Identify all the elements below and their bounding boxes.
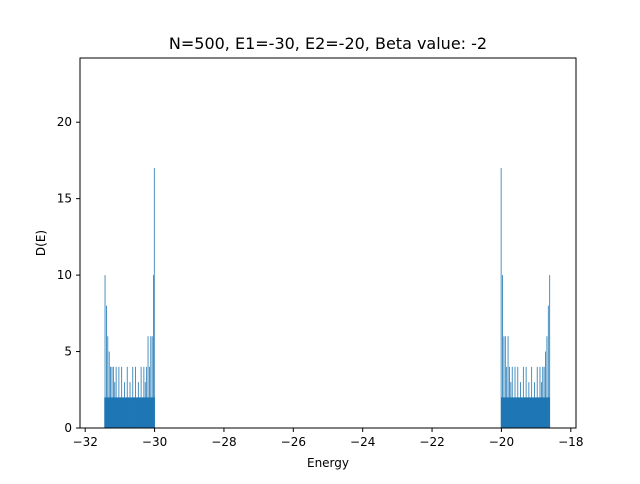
histogram-bar	[153, 168, 155, 428]
histogram-bar	[538, 397, 539, 428]
plot-frame	[79, 57, 577, 429]
histogram-bar	[144, 382, 146, 428]
histogram-bar	[529, 397, 531, 428]
histogram-bar	[511, 366, 513, 428]
histogram-bar	[124, 382, 125, 428]
histogram-bar	[104, 275, 106, 428]
histogram-bar	[549, 275, 551, 428]
x-tick-label: −26	[281, 435, 306, 449]
histogram-bar	[522, 366, 524, 428]
histogram-bar	[540, 382, 542, 428]
histogram-bar	[147, 336, 149, 428]
histogram-bar	[527, 397, 528, 428]
histogram-bar	[525, 366, 527, 428]
histogram-bar	[503, 336, 505, 428]
histogram-bar	[129, 382, 131, 428]
histogram-bar	[130, 397, 132, 428]
histogram-bar	[542, 366, 544, 428]
histogram-bar	[534, 382, 535, 428]
histogram-bar	[150, 336, 152, 428]
y-ticks: 0 5 10 15 20	[57, 115, 80, 435]
histogram-bar	[507, 336, 509, 428]
histogram-bar	[126, 366, 128, 428]
histogram-bar	[535, 397, 537, 428]
histogram-bar	[531, 366, 533, 428]
bars-layer	[104, 168, 551, 428]
histogram-bar	[115, 366, 117, 428]
histogram-bar	[140, 366, 142, 428]
histogram-bar	[142, 397, 143, 428]
histogram-bar	[111, 366, 113, 428]
y-axis-label: D(E)	[34, 230, 48, 256]
histogram-bar	[153, 275, 154, 428]
histogram-bar	[504, 336, 506, 428]
y-tick-label: 20	[57, 115, 72, 129]
x-axis-label: Energy	[307, 456, 349, 470]
histogram-bar	[108, 351, 110, 428]
chart-title: N=500, E1=-30, E2=-20, Beta value: -2	[169, 34, 487, 53]
histogram-bar	[515, 397, 517, 428]
histogram-bar	[121, 366, 123, 428]
histogram-bar	[528, 382, 530, 428]
y-tick-label: 0	[64, 421, 72, 435]
histogram-bar	[500, 168, 502, 428]
histogram-bar	[146, 366, 148, 428]
histogram-bar	[509, 366, 510, 428]
x-tick-label: −20	[489, 435, 514, 449]
histogram-bar	[122, 397, 124, 428]
histogram-bar	[524, 397, 526, 428]
histogram-bar	[539, 366, 541, 428]
histogram-bar	[546, 336, 548, 428]
x-tick-label: −24	[350, 435, 375, 449]
histogram-bar	[128, 397, 130, 428]
histogram-bar	[125, 397, 127, 428]
histogram-bar	[510, 382, 512, 428]
histogram-bar	[502, 275, 503, 428]
histogram-bar	[149, 366, 150, 428]
histogram-bar	[151, 336, 153, 428]
x-tick-label: −18	[558, 435, 583, 449]
y-tick-label: 15	[57, 192, 72, 206]
x-ticks: −32 −30 −28 −26 −24 −22 −20 −18	[73, 428, 583, 449]
histogram-bar	[137, 382, 139, 428]
histogram-bar	[520, 382, 521, 428]
histogram-bar	[136, 397, 138, 428]
histogram-bar	[514, 366, 516, 428]
histogram-bar	[132, 366, 134, 428]
histogram-bar	[118, 366, 120, 428]
histogram-bar	[521, 397, 523, 428]
histogram-bar	[506, 366, 508, 428]
histogram-bar	[110, 366, 111, 428]
histogram-bar	[107, 336, 109, 428]
x-tick-label: −32	[73, 435, 98, 449]
x-tick-label: −30	[142, 435, 167, 449]
histogram-bar	[513, 397, 515, 428]
histogram-bar	[518, 397, 520, 428]
histogram-bar	[543, 366, 545, 428]
histogram-bar	[106, 305, 107, 428]
histogram-bar	[139, 397, 141, 428]
histogram-bar	[133, 397, 135, 428]
histogram-bar	[532, 397, 534, 428]
histogram-bar	[117, 397, 118, 428]
histogram-bar	[143, 366, 145, 428]
histogram-bar	[536, 366, 538, 428]
histogram-bar	[119, 397, 121, 428]
histogram-bar	[545, 351, 546, 428]
histogram-bar	[517, 366, 519, 428]
histogram-bar	[112, 366, 114, 428]
x-tick-label: −22	[419, 435, 444, 449]
histogram-bar	[547, 305, 549, 428]
x-tick-label: −28	[211, 435, 236, 449]
histogram-bar	[114, 382, 116, 428]
histogram-bar	[135, 366, 136, 428]
y-tick-label: 10	[57, 268, 72, 282]
y-tick-label: 5	[64, 345, 72, 359]
